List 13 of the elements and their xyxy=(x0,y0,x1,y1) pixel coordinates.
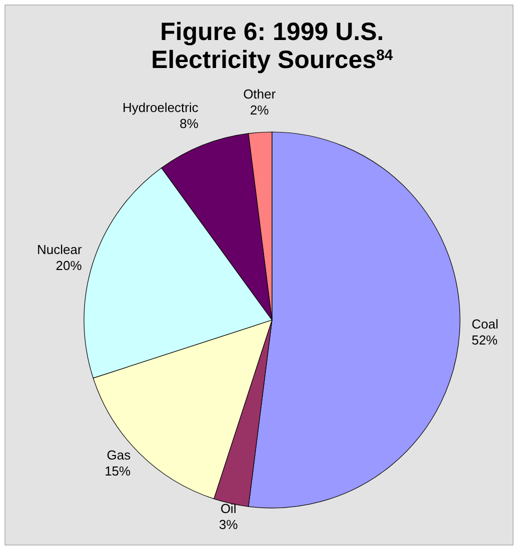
data-label: 15% xyxy=(104,463,132,478)
data-label: 8% xyxy=(180,116,199,132)
slice-label: Oil xyxy=(220,501,236,516)
slice-label: Nuclear xyxy=(36,242,82,258)
slice-label: Gas xyxy=(106,447,132,462)
chart-title: Figure 6: 1999 U.S. Electricity Sources$^{84}$ xyxy=(151,18,394,74)
slice-label: Other xyxy=(243,86,276,102)
data-label: 52% xyxy=(472,332,498,348)
slice-label: Coal xyxy=(472,316,498,332)
data-label: 20% xyxy=(56,258,82,274)
slice-label: Hydroelectric xyxy=(122,100,199,116)
data-label: 3% xyxy=(218,517,238,532)
data-label: 2% xyxy=(250,102,270,118)
